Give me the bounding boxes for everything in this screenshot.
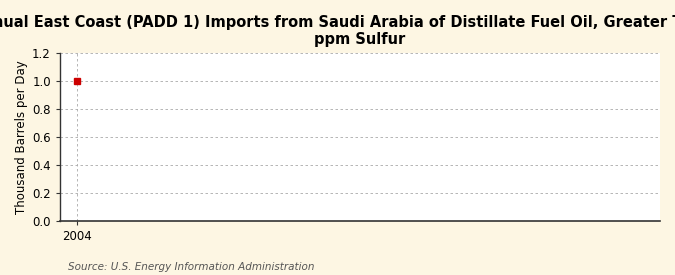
Y-axis label: Thousand Barrels per Day: Thousand Barrels per Day	[15, 60, 28, 214]
Title: Annual East Coast (PADD 1) Imports from Saudi Arabia of Distillate Fuel Oil, Gre: Annual East Coast (PADD 1) Imports from …	[0, 15, 675, 47]
Text: Source: U.S. Energy Information Administration: Source: U.S. Energy Information Administ…	[68, 262, 314, 272]
